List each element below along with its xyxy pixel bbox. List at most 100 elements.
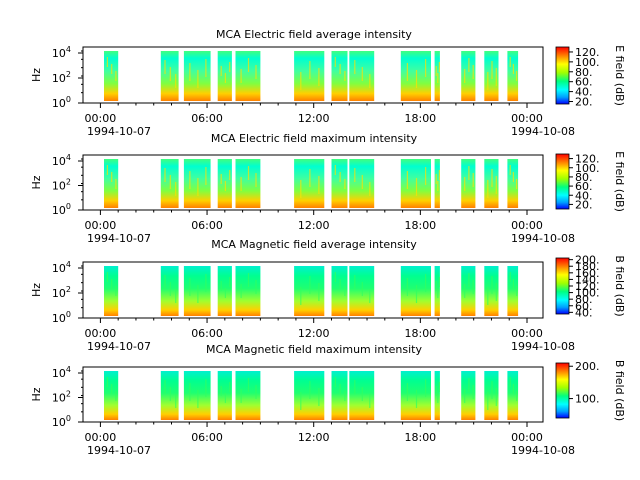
data-streak (516, 71, 518, 81)
data-streak (406, 171, 408, 189)
data-streak (111, 384, 113, 394)
data-streak (115, 391, 117, 401)
x-tick-label: 18:00 (404, 431, 436, 444)
data-segment (183, 266, 211, 316)
data-streak (111, 279, 113, 289)
data-streak (309, 381, 311, 399)
data-streak (175, 182, 177, 196)
data-streak (300, 392, 302, 410)
data-streak (491, 61, 493, 79)
data-streak (339, 64, 341, 74)
data-streak (255, 385, 257, 399)
data-streak (189, 63, 191, 81)
y-tick-label: 102 (52, 178, 71, 193)
y-axis-label: Hz (30, 387, 43, 401)
data-streak (487, 180, 489, 198)
x-end-date: 1994-10-08 (511, 232, 575, 245)
data-streak (229, 62, 231, 72)
x-tick-label: 06:00 (191, 112, 223, 125)
data-streak (309, 276, 311, 294)
data-streak (318, 68, 320, 86)
data-streak (300, 180, 302, 198)
data-streak (437, 73, 439, 83)
data-streak (415, 285, 418, 303)
data-streak (111, 64, 113, 74)
colorbar-tick-label: 120. (575, 280, 600, 293)
spectrogram-panel-3: MCA Magnetic field average intensity Hz 10… (30, 238, 626, 353)
y-tick-label: 102 (52, 390, 71, 405)
y-axis-label: Hz (30, 283, 43, 297)
data-streak (164, 168, 166, 182)
data-streak (106, 272, 108, 282)
data-streak (437, 181, 439, 191)
data-streak (369, 74, 371, 88)
x-tick-label: 18:00 (404, 112, 436, 125)
x-tick-label: 18:00 (404, 219, 436, 232)
data-streak (512, 384, 514, 394)
data-segment (294, 266, 325, 316)
data-streak (464, 177, 466, 191)
data-streak (487, 392, 489, 410)
data-streak (115, 179, 117, 189)
colorbar-tick-label: 200. (575, 360, 600, 373)
colorbar-tick-label: 40. (575, 306, 593, 319)
data-streak (435, 386, 437, 396)
data-streak (438, 170, 440, 180)
data-segment (507, 51, 519, 101)
data-streak (509, 57, 511, 67)
data-streak (425, 274, 427, 292)
data-segment (507, 159, 519, 208)
colorbar-tick-label: 180. (575, 260, 600, 273)
y-tick-label: 104 (52, 260, 71, 275)
colorbar-tick-label: 120. (575, 46, 600, 59)
data-streak (361, 282, 363, 296)
colorbar-tick-label: 160. (575, 267, 600, 280)
data-streak (240, 389, 242, 403)
data-streak (361, 67, 363, 81)
x-tick-label: 06:00 (191, 431, 223, 444)
data-streak (164, 275, 166, 289)
y-tick-label: 100 (52, 414, 71, 429)
x-start-date: 1994-10-07 (87, 125, 151, 138)
data-streak (318, 283, 320, 301)
data-streak (175, 74, 177, 88)
data-streak (512, 279, 514, 289)
data-segment (294, 51, 325, 101)
data-segment (461, 51, 476, 101)
data-streak (468, 58, 470, 72)
data-streak (334, 165, 336, 175)
data-streak (189, 278, 191, 296)
data-streak (509, 165, 511, 175)
data-streak (487, 287, 489, 305)
data-streak (464, 389, 466, 403)
x-tick-label: 00:00 (85, 431, 117, 444)
y-tick-label: 102 (52, 70, 71, 85)
data-streak (169, 387, 171, 401)
data-streak (437, 288, 439, 298)
data-streak (354, 275, 356, 289)
data-streak (106, 165, 108, 175)
data-segment (183, 51, 211, 101)
data-streak (224, 181, 226, 191)
x-end-date: 1994-10-08 (511, 340, 575, 353)
data-streak (438, 62, 440, 72)
data-streak (106, 57, 108, 67)
data-streak (415, 70, 418, 88)
data-streak (437, 393, 439, 403)
data-segment (461, 371, 476, 420)
data-streak (344, 179, 346, 189)
data-streak (361, 175, 363, 189)
data-streak (468, 273, 470, 287)
data-streak (334, 57, 336, 67)
data-streak (197, 178, 199, 196)
panel-title: MCA Magnetic field average intensity (211, 238, 417, 251)
data-streak (240, 177, 242, 191)
data-streak (491, 169, 493, 187)
colorbar-tick-label: 80. (575, 293, 593, 306)
x-tick-label: 12:00 (298, 219, 330, 232)
x-tick-label: 06:00 (191, 219, 223, 232)
data-streak (247, 378, 250, 392)
data-streak (309, 61, 311, 79)
data-streak (354, 60, 356, 74)
colorbar-tick-label: 200. (575, 254, 600, 267)
